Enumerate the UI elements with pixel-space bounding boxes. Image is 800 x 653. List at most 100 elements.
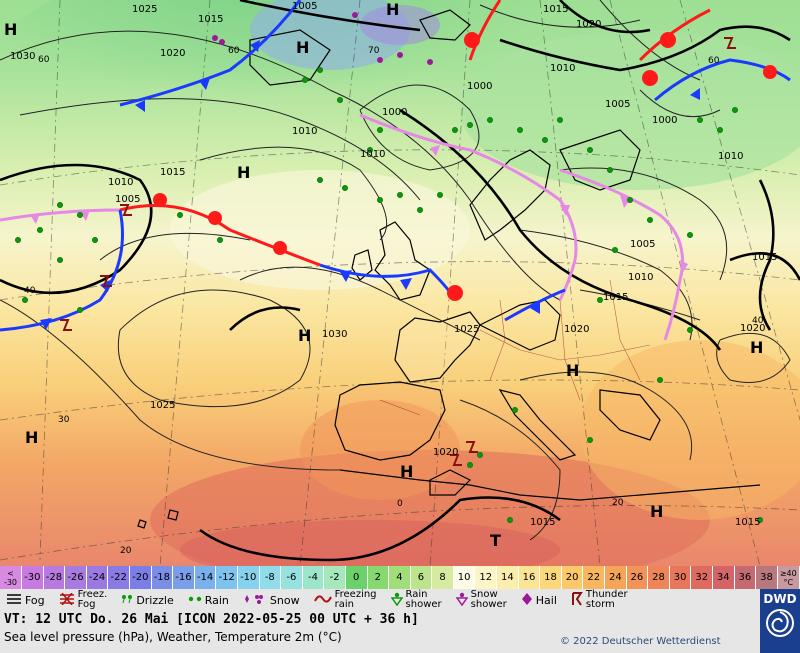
temperature-cell: -12 — [216, 566, 238, 589]
legend-freezing-fog-label: Freez. Fog — [77, 589, 108, 610]
legend-hail: Hail — [515, 592, 557, 609]
east-warm — [580, 340, 800, 520]
high-pressure-center: H — [25, 428, 39, 447]
isobar-label: 1010 — [628, 272, 654, 283]
isobar-label: 1015 — [543, 4, 569, 15]
temperature-cell: -20 — [129, 566, 152, 589]
temperature-cell: -6 — [281, 566, 303, 589]
isobar-label: 1025 — [150, 400, 176, 411]
isobar-label: 1030 — [10, 51, 36, 62]
cold-front-west — [0, 209, 124, 332]
graticule-label: 60 — [228, 46, 240, 56]
legend-rain-label: Rain — [204, 593, 229, 607]
snow-icon — [243, 593, 267, 608]
isobar-label: 1020 — [740, 323, 766, 334]
drizzle-icon — [121, 593, 133, 608]
legend-rain: Rain — [182, 593, 229, 608]
temperature-cell: 16 — [518, 566, 541, 589]
thunder-symbols — [60, 37, 736, 466]
isobar-label: 1010 — [718, 151, 744, 162]
graticule-label: 30 — [58, 415, 70, 425]
temperature-cell: 0 — [345, 566, 368, 589]
legend-thunderstorm-label: Thunder storm — [585, 589, 628, 610]
temperature-cell: -16 — [173, 566, 195, 589]
graticule-label: 60 — [38, 55, 50, 65]
temperature-cell: -22 — [108, 566, 130, 589]
high-pressure-center: H — [296, 38, 310, 57]
isobar-label: 1015 — [603, 292, 629, 303]
temperature-cell: 36 — [734, 566, 757, 589]
legend-freezing-rain: Freezing rain — [308, 590, 377, 610]
dwd-logo-text: DWD — [763, 592, 797, 606]
iberia-warm — [300, 400, 460, 500]
scale-cap-low: < -30 — [0, 566, 22, 589]
precip-symbols — [15, 67, 763, 523]
high-pressure-center: H — [386, 0, 400, 19]
graticule-label: 60 — [708, 56, 720, 66]
country-borders — [379, 279, 651, 416]
temperature-cell: 14 — [497, 566, 519, 589]
temperature-cell: 38 — [756, 566, 778, 589]
legend-drizzle: Drizzle — [115, 593, 174, 608]
legend-fog-label: Fog — [25, 593, 45, 607]
cold-front-baltic — [504, 288, 566, 322]
isobar-label: 1020 — [160, 48, 186, 59]
temperature-cell: -10 — [237, 566, 260, 589]
legend-rain-shower: Rain shower — [385, 590, 442, 610]
cold-front-north — [119, 0, 302, 107]
legend-thunderstorm: Thunder storm — [565, 590, 628, 610]
temperature-cell: 24 — [605, 566, 627, 589]
temperature-cell: -30 — [22, 566, 44, 589]
occluded-front-west — [0, 208, 121, 222]
graticule-label: 40 — [752, 316, 764, 326]
weather-symbol-legend: Fog Freez. Fog Drizzle Rain Snow Freezing… — [0, 589, 760, 611]
arctic-purple — [360, 5, 440, 45]
isobar-label: 1005 — [292, 1, 318, 12]
north-sea-green — [460, 30, 800, 190]
isobar-label: 1010 — [360, 149, 386, 160]
legend-snow-shower: Snow shower — [450, 590, 507, 610]
copyright: © 2022 Deutscher Wetterdienst — [560, 636, 721, 647]
isobar-label: 1015 — [530, 517, 556, 528]
high-pressure-center: H — [298, 326, 312, 345]
high-pressure-center: H — [750, 338, 764, 357]
temperature-cell: -8 — [259, 566, 282, 589]
isobar-label: 1015 — [735, 517, 761, 528]
isobar-label: 1000 — [652, 115, 678, 126]
isobar-label: 1000 — [382, 107, 408, 118]
map-subtitle: Sea level pressure (hPa), Weather, Tempe… — [4, 630, 342, 644]
temperature-cell: 30 — [669, 566, 692, 589]
temperature-cell: 18 — [540, 566, 562, 589]
temperature-cell: -4 — [302, 566, 325, 589]
isobar-label: 1005 — [605, 99, 631, 110]
temperature-cell: -24 — [86, 566, 109, 589]
legend-fog: Fog — [0, 593, 45, 608]
legend-snow-shower-label: Snow shower — [470, 589, 507, 610]
high-pressure-center: H — [566, 361, 580, 380]
warm-front-ne — [638, 8, 711, 62]
temperature-cell: 32 — [691, 566, 713, 589]
info-panel — [0, 611, 760, 653]
temperature-cell: 12 — [475, 566, 498, 589]
legend-freezing-fog: Freez. Fog — [53, 589, 108, 610]
legend-hail-label: Hail — [535, 593, 557, 607]
valid-time: VT: 12 UTC Do. 26 Mai [ICON 2022-05-25 0… — [4, 612, 419, 627]
atlantic-light — [170, 170, 470, 290]
freezing-rain-icon — [313, 593, 332, 608]
rain-shower-icon — [390, 592, 403, 609]
temperature-cell: 28 — [648, 566, 670, 589]
temperature-cell: -14 — [194, 566, 217, 589]
graticule-label: 0 — [397, 499, 403, 509]
high-pressure-center: H — [650, 502, 664, 521]
temperature-cell: -18 — [151, 566, 174, 589]
graticule-label: 70 — [368, 46, 380, 56]
isobar-label: 1030 — [322, 329, 348, 340]
temperature-cell: 6 — [410, 566, 433, 589]
warm-front-arctic — [468, 0, 502, 61]
high-pressure-center: H — [400, 462, 414, 481]
front-symbols — [30, 32, 777, 330]
isobar-label: 1020 — [433, 447, 459, 458]
isobar-label: 1025 — [454, 324, 480, 335]
occluded-front-east — [559, 168, 684, 341]
temperature-cell: 8 — [432, 566, 454, 589]
